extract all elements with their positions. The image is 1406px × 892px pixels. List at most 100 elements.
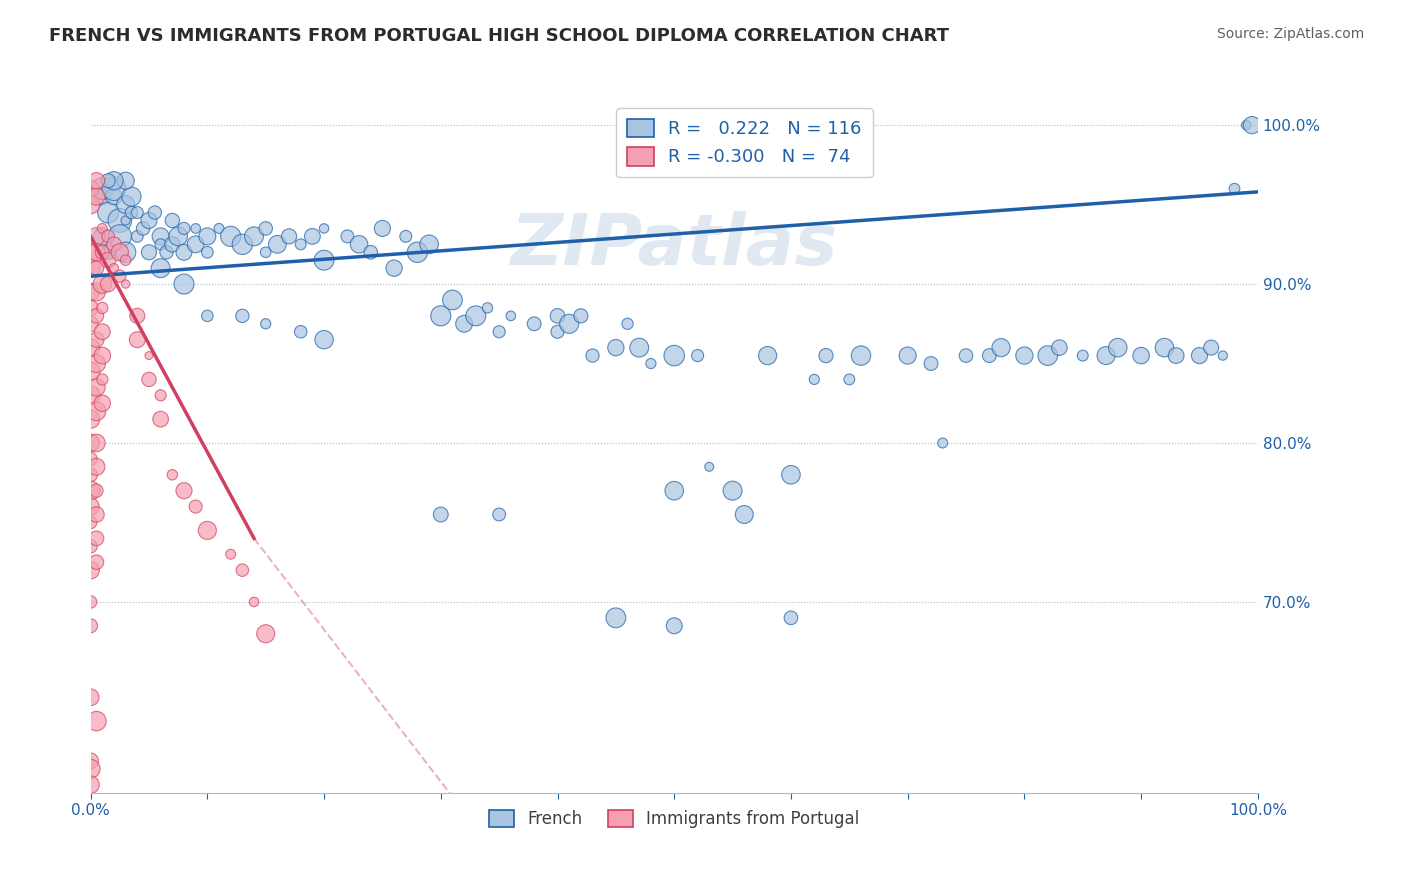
Text: FRENCH VS IMMIGRANTS FROM PORTUGAL HIGH SCHOOL DIPLOMA CORRELATION CHART: FRENCH VS IMMIGRANTS FROM PORTUGAL HIGH … <box>49 27 949 45</box>
Point <box>173 221 195 235</box>
Point <box>1188 349 1211 363</box>
Point <box>91 301 114 315</box>
Point <box>86 229 108 244</box>
Point <box>121 205 143 219</box>
Point <box>849 349 872 363</box>
Point <box>290 237 312 252</box>
Point <box>97 245 120 260</box>
Point <box>162 213 184 227</box>
Point <box>990 341 1012 355</box>
Point <box>477 301 499 315</box>
Point <box>360 245 382 260</box>
Point <box>499 309 522 323</box>
Point <box>1153 341 1175 355</box>
Point <box>97 229 120 244</box>
Point <box>138 372 160 386</box>
Point <box>721 483 744 498</box>
Point <box>1166 349 1188 363</box>
Point <box>91 229 114 244</box>
Point <box>114 174 136 188</box>
Point <box>79 690 101 705</box>
Point <box>149 261 172 276</box>
Point <box>803 372 825 386</box>
Point <box>91 372 114 386</box>
Point <box>430 508 453 522</box>
Point <box>86 245 108 260</box>
Point <box>79 595 101 609</box>
Point <box>108 245 131 260</box>
Point <box>79 436 101 450</box>
Point <box>406 245 429 260</box>
Point <box>79 341 101 355</box>
Point <box>143 205 166 219</box>
Point <box>91 182 114 196</box>
Point <box>79 500 101 514</box>
Point <box>195 524 218 538</box>
Point <box>155 245 177 260</box>
Point <box>79 301 101 315</box>
Point <box>167 229 190 244</box>
Point <box>79 412 101 426</box>
Point <box>79 539 101 553</box>
Point <box>132 221 155 235</box>
Point <box>278 229 301 244</box>
Point <box>86 555 108 569</box>
Point <box>955 349 977 363</box>
Point <box>347 237 370 252</box>
Point <box>453 317 475 331</box>
Point <box>254 245 277 260</box>
Point <box>127 309 149 323</box>
Point <box>931 436 953 450</box>
Point <box>488 508 510 522</box>
Point <box>664 483 686 498</box>
Point <box>79 563 101 577</box>
Point <box>371 221 394 235</box>
Point <box>79 778 101 792</box>
Point <box>1014 349 1036 363</box>
Point <box>441 293 464 307</box>
Point <box>605 341 627 355</box>
Point <box>616 317 638 331</box>
Point <box>628 341 651 355</box>
Point <box>79 619 101 633</box>
Point <box>547 309 569 323</box>
Point <box>103 261 125 276</box>
Point <box>79 197 101 211</box>
Point <box>1234 118 1257 132</box>
Point <box>547 325 569 339</box>
Point <box>1130 349 1153 363</box>
Point <box>114 253 136 268</box>
Point <box>1223 182 1246 196</box>
Point <box>231 237 253 252</box>
Point <box>86 508 108 522</box>
Point <box>697 459 720 474</box>
Point <box>430 309 453 323</box>
Point <box>86 285 108 299</box>
Point <box>127 205 149 219</box>
Point <box>162 237 184 252</box>
Point <box>127 229 149 244</box>
Point <box>149 388 172 402</box>
Point <box>91 277 114 291</box>
Point <box>301 229 323 244</box>
Point <box>86 174 108 188</box>
Point <box>266 237 288 252</box>
Point <box>149 229 172 244</box>
Point <box>195 245 218 260</box>
Point <box>79 754 101 768</box>
Point <box>395 229 418 244</box>
Point <box>382 261 405 276</box>
Point <box>418 237 440 252</box>
Point <box>138 213 160 227</box>
Point <box>581 349 603 363</box>
Point <box>114 277 136 291</box>
Point <box>162 467 184 482</box>
Point <box>79 261 101 276</box>
Point <box>91 221 114 235</box>
Point <box>979 349 1001 363</box>
Point <box>1107 341 1129 355</box>
Point <box>79 317 101 331</box>
Point <box>605 611 627 625</box>
Point <box>138 245 160 260</box>
Point <box>79 467 101 482</box>
